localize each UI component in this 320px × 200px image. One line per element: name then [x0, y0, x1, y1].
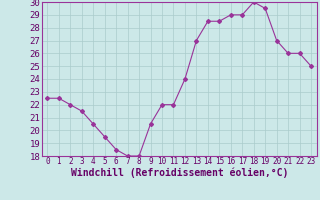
X-axis label: Windchill (Refroidissement éolien,°C): Windchill (Refroidissement éolien,°C)	[70, 168, 288, 178]
